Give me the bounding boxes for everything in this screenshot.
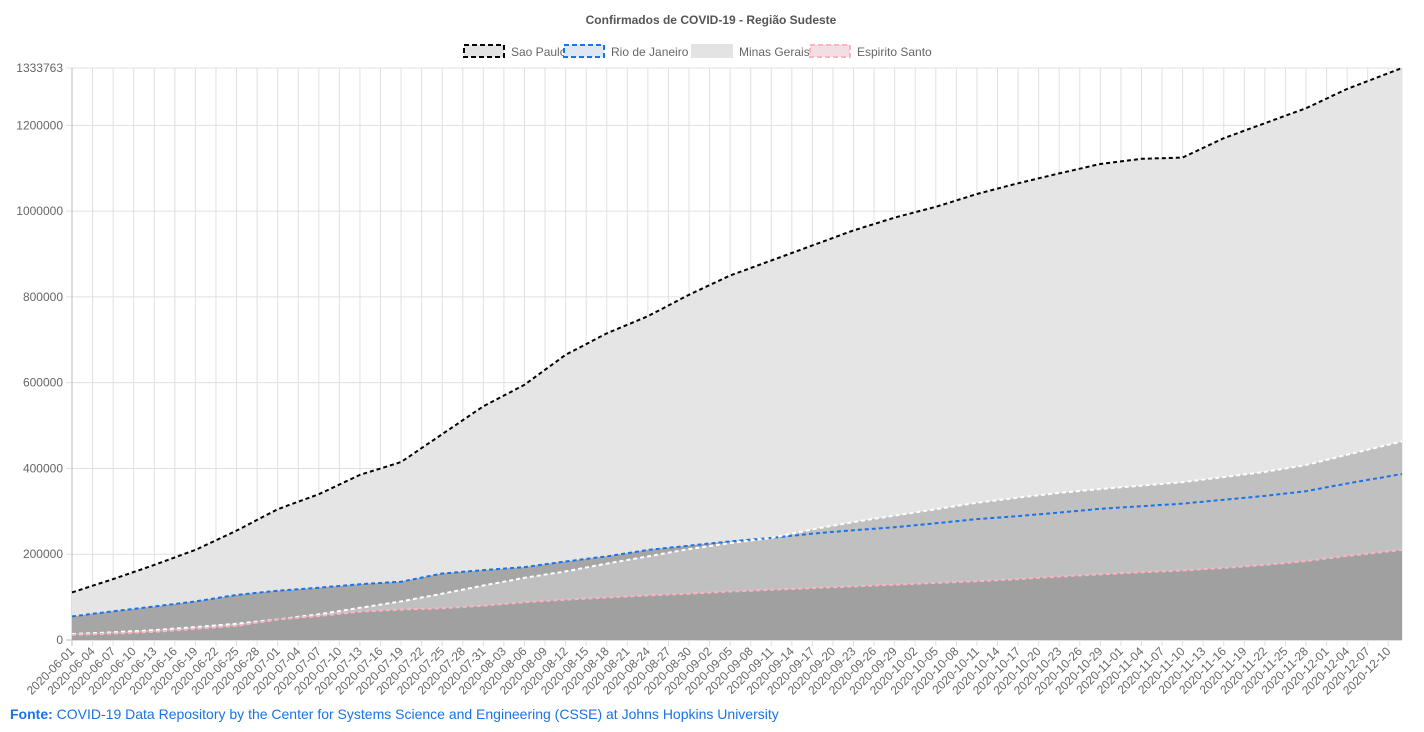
legend-label: Espirito Santo [857,45,932,59]
legend-item: Espirito Santo [809,44,932,59]
data-points-sao-paulo [71,67,1403,593]
y-tick-label: 1000000 [16,204,63,218]
legend: Sao Paulo Rio de Janeiro Minas Gerais Espir… [463,44,932,59]
area-fill-espirito-santo [72,549,1402,640]
series-line-sao-paulo [71,67,1403,594]
y-tick-label: 200000 [23,547,63,561]
y-tick-label: 800000 [23,290,63,304]
chart-container: Confirmados de COVID-19 - Região Sudeste… [16,13,1403,698]
chart-title: Confirmados de COVID-19 - Região Sudeste [586,13,837,27]
source-note: Fonte: COVID-19 Data Repository by the C… [10,706,779,722]
y-tick-label: 1200000 [16,118,63,132]
legend-swatch [809,44,851,58]
legend-item: Sao Paulo [463,44,567,59]
series-line-rio-de-janeiro [71,473,1403,618]
legend-swatch [563,44,605,58]
source-link[interactable]: COVID-19 Data Repository by the Center f… [56,706,779,722]
source-label: Fonte: [10,706,53,722]
data-points-rio-de-janeiro [71,473,1403,617]
data-points-minas-gerais [71,441,1403,635]
legend-item: Rio de Janeiro [563,44,689,59]
legend-label: Minas Gerais [739,45,810,59]
y-tick-label: 1333763 [16,61,63,75]
y-tick-label: 400000 [23,461,63,475]
area-chart: Confirmados de COVID-19 - Região Sudeste… [16,13,1403,698]
legend-swatch [691,44,733,58]
y-tick-label: 0 [56,633,63,647]
series-line-minas-gerais [71,440,1403,635]
series-line-espirito-santo [71,548,1403,636]
legend-swatch [463,44,505,58]
legend-label: Sao Paulo [511,45,567,59]
legend-item: Minas Gerais [691,44,810,59]
data-points-espirito-santo [71,549,1403,635]
legend-label: Rio de Janeiro [611,45,689,59]
y-tick-label: 600000 [23,376,63,390]
